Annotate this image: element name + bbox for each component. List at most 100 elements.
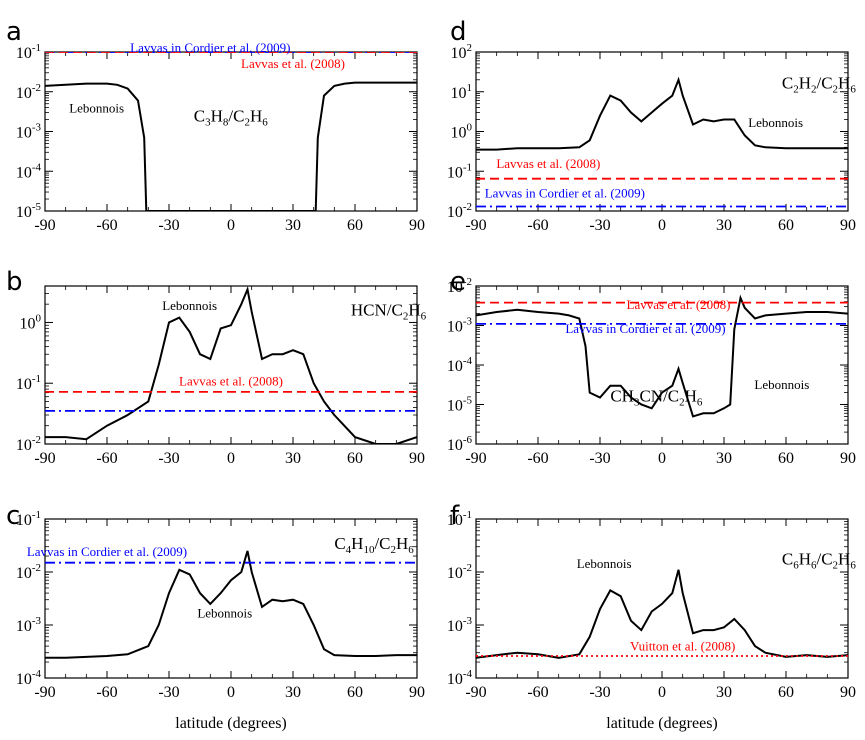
annotation-label: Lebonnois [577,556,632,571]
y-tick-label: 10-1 [447,509,472,529]
x-tick-label: -90 [465,217,486,234]
x-tick-label: 0 [227,450,235,467]
x-tick-label: 60 [347,684,363,701]
x-tick-label: 60 [347,450,363,467]
x-tick-label: -30 [589,684,610,701]
y-tick-label: 10-4 [447,355,473,375]
y-tick-label: 102 [451,42,473,62]
x-tick-label: 30 [716,684,732,701]
y-tick-label: 10-1 [16,509,41,529]
series-group [476,569,848,659]
annotation-label: Lavvas et al. (2008) [241,56,345,71]
species-ratio-label: C6H6/C2H6 [782,549,856,571]
x-tick-label: 0 [658,450,666,467]
annotation-label: Lebonnois [754,377,809,392]
panel-letter: e [450,267,466,297]
x-tick-label: -30 [589,450,610,467]
series-lebonnois [476,294,848,418]
panel-letter: b [6,267,23,297]
x-tick-label: -90 [34,684,55,701]
series-group [45,286,417,444]
annotation-label: Lavvas et al. (2008) [627,297,731,312]
panel-c: c-90 -60 -30 0 30 60 9010-410-310-210-1Lavvas … [6,501,425,732]
y-tick-label: 10-1 [16,42,41,62]
y-tick-label: 10-5 [447,395,473,415]
series-group [476,294,848,418]
annotation-label: Lavvas et al. (2008) [179,373,283,388]
x-tick-label: 90 [840,684,856,701]
y-tick-label: 10-2 [16,562,41,582]
y-tick-label: 10-2 [447,562,472,582]
series-lebonnois [45,286,417,444]
x-tick-label: -90 [465,450,486,467]
x-tick-label: -60 [527,684,548,701]
x-tick-label: 90 [840,217,856,234]
x-tick-label: 60 [778,217,794,234]
y-tick-label: 100 [451,122,473,142]
x-tick-label: 60 [347,217,363,234]
x-tick-label: 30 [716,217,732,234]
x-tick-label: 30 [285,684,301,701]
annotation-label: Lebonnois [69,101,124,116]
x-tick-label: 0 [227,684,235,701]
series-lebonnois [45,81,417,211]
series-group [45,52,417,211]
species-ratio-label: CH3CN/C2H6 [610,386,703,408]
x-tick-label: -30 [158,450,179,467]
species-ratio-label: C3H8/C2H6 [194,106,268,128]
panel-b: b-90 -60 -30 0 30 60 9010-210-1100LebonnoisLav… [6,267,427,467]
panel-f: f-90 -60 -30 0 30 60 9010-410-310-210-1Lebonno… [447,501,857,732]
panel-letter: c [6,501,20,531]
species-ratio-label: HCN/C2H6 [351,301,427,323]
y-tick-label: 101 [451,82,473,102]
x-tick-label: -90 [34,450,55,467]
x-tick-label: 0 [658,684,666,701]
x-tick-label: 30 [285,450,301,467]
series-lebonnois [476,76,848,151]
y-tick-label: 10-1 [447,161,472,181]
x-tick-label: 0 [658,217,666,234]
annotation-label: Lavvas in Cordier et al. (2009) [130,40,290,55]
panel-letter: f [450,501,460,531]
x-tick-label: 90 [409,450,425,467]
panel-e: e-90 -60 -30 0 30 60 9010-610-510-410-310-2Lav… [447,267,856,467]
x-tick-label: -60 [96,450,117,467]
annotation-label: Lavvas in Cordier et al. (2009) [485,185,645,200]
x-tick-label: 30 [285,217,301,234]
y-tick-label: 10-3 [16,615,42,635]
species-ratio-label: C2H2/C2H6 [782,74,856,96]
y-tick-label: 10-3 [447,615,473,635]
x-tick-label: 60 [778,684,794,701]
annotation-label: Lavvas in Cordier et al. (2009) [565,321,725,336]
x-tick-label: -90 [34,217,55,234]
plot-frame [44,51,418,212]
x-tick-label: -30 [589,217,610,234]
series-group [45,550,417,659]
x-tick-label: -60 [96,684,117,701]
x-tick-label: 30 [716,450,732,467]
x-axis-label: latitude (degrees) [175,715,287,732]
x-tick-label: -60 [527,450,548,467]
annotation-label: Lebonnois [197,605,252,620]
annotation-label: Lavvas et al. (2008) [496,156,600,171]
x-tick-label: 90 [409,217,425,234]
y-tick-label: 10-4 [16,161,42,181]
y-tick-label: 10-3 [16,122,42,142]
panel-letter: a [6,17,22,47]
y-tick-label: 100 [20,312,42,332]
y-tick-label: 10-1 [16,373,41,393]
annotation-label: Vuitton et al. (2008) [630,639,735,654]
panel-d: d-90 -60 -30 0 30 60 9010-210-1100101102Lavvas… [447,17,857,234]
y-tick-label: 10-2 [16,82,41,102]
annotation-label: Lavvas in Cordier et al. (2009) [27,544,187,559]
y-tick-label: 10-2 [447,276,472,296]
x-tick-label: 90 [840,450,856,467]
x-tick-label: -60 [96,217,117,234]
x-tick-label: -60 [527,217,548,234]
x-tick-label: -90 [465,684,486,701]
y-tick-label: 10-3 [447,316,473,336]
x-tick-label: -30 [158,684,179,701]
x-tick-label: 90 [409,684,425,701]
